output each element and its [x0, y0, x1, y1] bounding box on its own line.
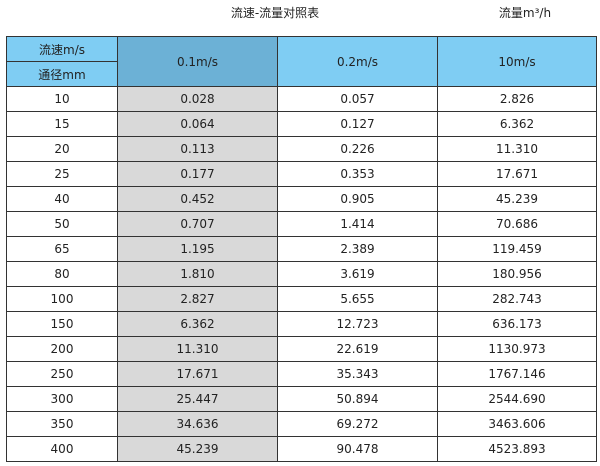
table-row: 200 11.310 22.619 1130.973 [6, 336, 597, 362]
flow-cell: 17.671 [117, 361, 278, 387]
flow-cell: 70.686 [437, 211, 597, 237]
diameter-cell: 65 [6, 236, 118, 262]
table-row: 80 1.810 3.619 180.956 [6, 261, 597, 287]
flow-cell: 0.028 [117, 86, 278, 112]
flow-cell: 0.057 [277, 86, 438, 112]
velocity-header: 流速m/s [6, 36, 118, 62]
flow-unit-label: 流量m³/h [498, 6, 552, 20]
flow-cell: 11.310 [437, 136, 597, 162]
diameter-cell: 80 [6, 261, 118, 287]
diameter-cell: 50 [6, 211, 118, 237]
table-row: 40 0.452 0.905 45.239 [6, 186, 597, 212]
diameter-cell: 100 [6, 286, 118, 312]
flow-cell: 2.827 [117, 286, 278, 312]
flow-cell: 119.459 [437, 236, 597, 262]
table-row: 65 1.195 2.389 119.459 [6, 236, 597, 262]
flow-cell: 45.239 [437, 186, 597, 212]
flow-cell: 1.195 [117, 236, 278, 262]
flow-cell: 3463.606 [437, 411, 597, 437]
header-row: 流速m/s 0.1m/s 0.2m/s 10m/s [6, 36, 597, 87]
diameter-cell: 20 [6, 136, 118, 162]
table-row: 150 6.362 12.723 636.173 [6, 311, 597, 337]
diameter-cell: 10 [6, 86, 118, 112]
diameter-header: 通径mm [6, 61, 118, 87]
column-header-10: 10m/s [437, 36, 597, 87]
diameter-cell: 150 [6, 311, 118, 337]
flow-cell: 6.362 [117, 311, 278, 337]
flow-cell: 69.272 [277, 411, 438, 437]
diameter-cell: 400 [6, 436, 118, 462]
column-header-0.1: 0.1m/s [117, 36, 278, 87]
table-row: 100 2.827 5.655 282.743 [6, 286, 597, 312]
flow-cell: 35.343 [277, 361, 438, 387]
flow-cell: 1.810 [117, 261, 278, 287]
velocity-flow-table: 流速m/s 0.1m/s 0.2m/s 10m/s 通径mm 10 0.028 0.… [6, 36, 597, 462]
table-row: 20 0.113 0.226 11.310 [6, 136, 597, 162]
flow-cell: 0.113 [117, 136, 278, 162]
flow-cell: 0.064 [117, 111, 278, 137]
table-title: 流速-流量对照表 [230, 6, 320, 20]
flow-cell: 25.447 [117, 386, 278, 412]
flow-cell: 11.310 [117, 336, 278, 362]
diameter-cell: 200 [6, 336, 118, 362]
flow-cell: 180.956 [437, 261, 597, 287]
flow-cell: 4523.893 [437, 436, 597, 462]
flow-cell: 22.619 [277, 336, 438, 362]
flow-cell: 2.389 [277, 236, 438, 262]
flow-cell: 0.905 [277, 186, 438, 212]
flow-cell: 1130.973 [437, 336, 597, 362]
diameter-cell: 25 [6, 161, 118, 187]
flow-cell: 0.353 [277, 161, 438, 187]
column-header-0.2: 0.2m/s [277, 36, 438, 87]
flow-cell: 282.743 [437, 286, 597, 312]
diameter-cell: 350 [6, 411, 118, 437]
flow-cell: 2.826 [437, 86, 597, 112]
flow-cell: 3.619 [277, 261, 438, 287]
flow-cell: 50.894 [277, 386, 438, 412]
table-row: 50 0.707 1.414 70.686 [6, 211, 597, 237]
diameter-cell: 40 [6, 186, 118, 212]
diameter-cell: 300 [6, 386, 118, 412]
flow-cell: 1.414 [277, 211, 438, 237]
table-row: 400 45.239 90.478 4523.893 [6, 436, 597, 462]
diameter-cell: 15 [6, 111, 118, 137]
flow-cell: 0.707 [117, 211, 278, 237]
flow-cell: 1767.146 [437, 361, 597, 387]
flow-cell: 0.127 [277, 111, 438, 137]
diameter-cell: 250 [6, 361, 118, 387]
flow-cell: 2544.690 [437, 386, 597, 412]
flow-cell: 34.636 [117, 411, 278, 437]
header-row-2: 通径mm [6, 61, 597, 87]
table-row: 10 0.028 0.057 2.826 [6, 86, 597, 112]
flow-cell: 17.671 [437, 161, 597, 187]
flow-cell: 636.173 [437, 311, 597, 337]
flow-cell: 12.723 [277, 311, 438, 337]
flow-cell: 0.226 [277, 136, 438, 162]
table-row: 300 25.447 50.894 2544.690 [6, 386, 597, 412]
table-row: 15 0.064 0.127 6.362 [6, 111, 597, 137]
flow-cell: 0.452 [117, 186, 278, 212]
flow-cell: 6.362 [437, 111, 597, 137]
flow-cell: 5.655 [277, 286, 438, 312]
table-row: 350 34.636 69.272 3463.606 [6, 411, 597, 437]
table-row: 25 0.177 0.353 17.671 [6, 161, 597, 187]
table-row: 250 17.671 35.343 1767.146 [6, 361, 597, 387]
flow-cell: 0.177 [117, 161, 278, 187]
flow-cell: 45.239 [117, 436, 278, 462]
flow-cell: 90.478 [277, 436, 438, 462]
